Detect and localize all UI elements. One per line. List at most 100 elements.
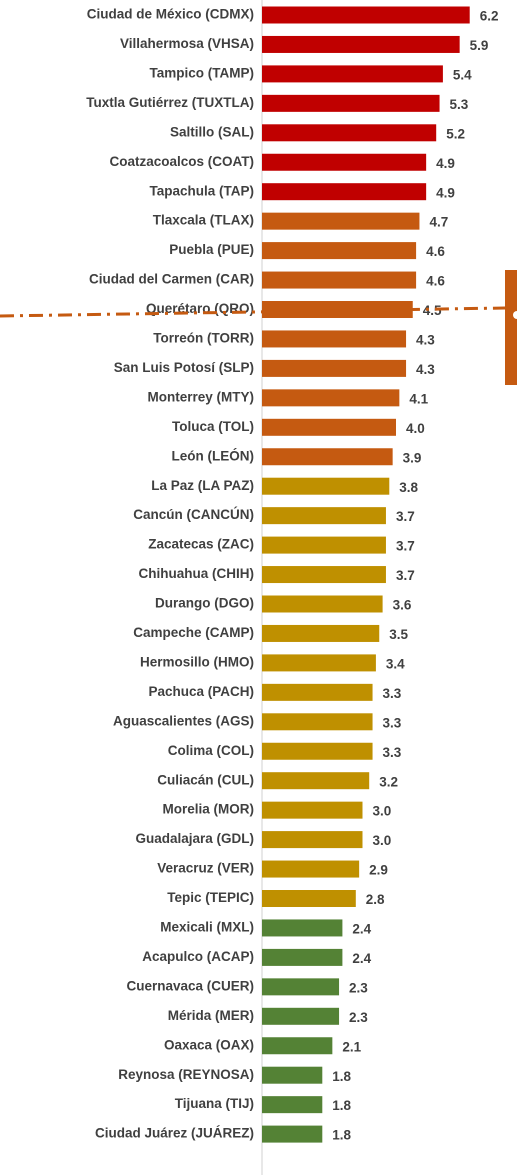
bar bbox=[262, 389, 400, 407]
category-label: Morelia (MOR) bbox=[162, 802, 254, 817]
bar bbox=[262, 1007, 340, 1025]
value-label: 6.2 bbox=[480, 9, 499, 24]
bar bbox=[262, 772, 370, 790]
category-label: Tampico (TAMP) bbox=[150, 65, 255, 80]
value-label: 4.1 bbox=[409, 391, 428, 406]
bar bbox=[262, 1125, 323, 1143]
bar bbox=[262, 35, 460, 53]
category-label: San Luis Potosí (SLP) bbox=[114, 360, 254, 375]
value-label: 3.0 bbox=[373, 804, 392, 819]
value-label: 4.9 bbox=[436, 156, 455, 171]
value-label: 4.3 bbox=[416, 333, 435, 348]
value-label: 3.7 bbox=[396, 568, 415, 583]
bar bbox=[262, 94, 440, 112]
category-label: Durango (DGO) bbox=[155, 596, 254, 611]
bar bbox=[262, 242, 417, 260]
bar bbox=[262, 742, 373, 760]
bar bbox=[262, 477, 390, 495]
value-label: 5.3 bbox=[450, 97, 469, 112]
category-label: Oaxaca (OAX) bbox=[164, 1037, 254, 1052]
category-label: Guadalajara (GDL) bbox=[135, 831, 254, 846]
category-label: Tlaxcala (TLAX) bbox=[153, 213, 254, 228]
value-label: 5.9 bbox=[470, 38, 489, 53]
value-label: 1.8 bbox=[332, 1069, 351, 1084]
bar bbox=[262, 566, 386, 584]
value-label: 2.3 bbox=[349, 1010, 368, 1025]
bar bbox=[262, 507, 386, 525]
bar bbox=[262, 124, 437, 142]
category-label: Campeche (CAMP) bbox=[133, 625, 254, 640]
category-label: Hermosillo (HMO) bbox=[140, 654, 254, 669]
value-label: 2.4 bbox=[352, 922, 371, 937]
bar bbox=[262, 595, 383, 613]
category-label: Ciudad del Carmen (CAR) bbox=[89, 272, 254, 287]
bar bbox=[262, 978, 340, 996]
value-label: 2.3 bbox=[349, 980, 368, 995]
category-label: Monterrey (MTY) bbox=[147, 389, 254, 404]
category-label: Querétaro (QRO) bbox=[146, 301, 254, 316]
bar bbox=[262, 1066, 323, 1084]
category-label: Mérida (MER) bbox=[168, 1008, 254, 1023]
bar bbox=[262, 65, 443, 83]
bar bbox=[262, 183, 427, 201]
value-label: 3.7 bbox=[396, 509, 415, 524]
value-label: 1.8 bbox=[332, 1098, 351, 1113]
value-label: 2.9 bbox=[369, 863, 388, 878]
value-label: 3.5 bbox=[389, 627, 408, 642]
value-label: 4.7 bbox=[429, 215, 448, 230]
value-label: 4.3 bbox=[416, 362, 435, 377]
category-label: Zacatecas (ZAC) bbox=[148, 537, 254, 552]
category-label: Toluca (TOL) bbox=[172, 419, 254, 434]
bar bbox=[262, 624, 380, 642]
callout-notch bbox=[513, 311, 517, 319]
bar bbox=[262, 536, 386, 554]
category-label: Ciudad Juárez (JUÁREZ) bbox=[95, 1126, 254, 1141]
category-label: Tapachula (TAP) bbox=[149, 183, 254, 198]
value-label: 4.6 bbox=[426, 244, 445, 259]
bar bbox=[262, 1096, 323, 1114]
callout-box bbox=[505, 270, 517, 385]
category-label: Villahermosa (VHSA) bbox=[120, 36, 254, 51]
bar bbox=[262, 301, 413, 318]
value-label: 3.7 bbox=[396, 539, 415, 554]
category-label: Veracruz (VER) bbox=[157, 861, 254, 876]
value-label: 3.3 bbox=[383, 745, 402, 760]
category-label: Saltillo (SAL) bbox=[170, 124, 254, 139]
category-label: Cuernavaca (CUER) bbox=[126, 978, 254, 993]
bar bbox=[262, 890, 356, 907]
value-label: 3.8 bbox=[399, 480, 418, 495]
category-label: Tijuana (TIJ) bbox=[175, 1096, 254, 1111]
bar bbox=[262, 683, 373, 701]
value-label: 2.1 bbox=[342, 1039, 361, 1054]
bar bbox=[262, 654, 376, 672]
bar bbox=[262, 359, 407, 377]
category-label: La Paz (LA PAZ) bbox=[151, 478, 254, 493]
category-label: Chihuahua (CHIH) bbox=[139, 566, 255, 581]
category-label: Aguascalientes (AGS) bbox=[113, 713, 254, 728]
category-label: Tuxtla Gutiérrez (TUXTLA) bbox=[86, 95, 254, 110]
category-label: Torreón (TORR) bbox=[153, 331, 254, 346]
category-label: Cancún (CANCÚN) bbox=[133, 507, 254, 522]
bar bbox=[262, 330, 407, 348]
bar bbox=[262, 831, 363, 849]
bar bbox=[262, 271, 417, 289]
bar bbox=[262, 801, 363, 819]
category-label: Reynosa (REYNOSA) bbox=[118, 1067, 254, 1082]
value-label: 4.5 bbox=[423, 303, 442, 318]
category-label: Tepic (TEPIC) bbox=[167, 890, 254, 905]
value-label: 2.4 bbox=[352, 951, 371, 966]
category-label: Coatzacoalcos (COAT) bbox=[109, 154, 254, 169]
bar bbox=[262, 212, 420, 230]
bar bbox=[262, 153, 427, 171]
value-label: 5.2 bbox=[446, 126, 465, 141]
bar bbox=[262, 860, 360, 878]
value-label: 4.6 bbox=[426, 274, 445, 289]
value-label: 4.0 bbox=[406, 421, 425, 436]
value-label: 1.8 bbox=[332, 1128, 351, 1143]
value-label: 2.8 bbox=[366, 892, 385, 907]
value-label: 4.9 bbox=[436, 185, 455, 200]
category-label: Ciudad de México (CDMX) bbox=[87, 7, 254, 22]
value-label: 5.4 bbox=[453, 67, 472, 82]
category-label: Culiacán (CUL) bbox=[157, 772, 254, 787]
